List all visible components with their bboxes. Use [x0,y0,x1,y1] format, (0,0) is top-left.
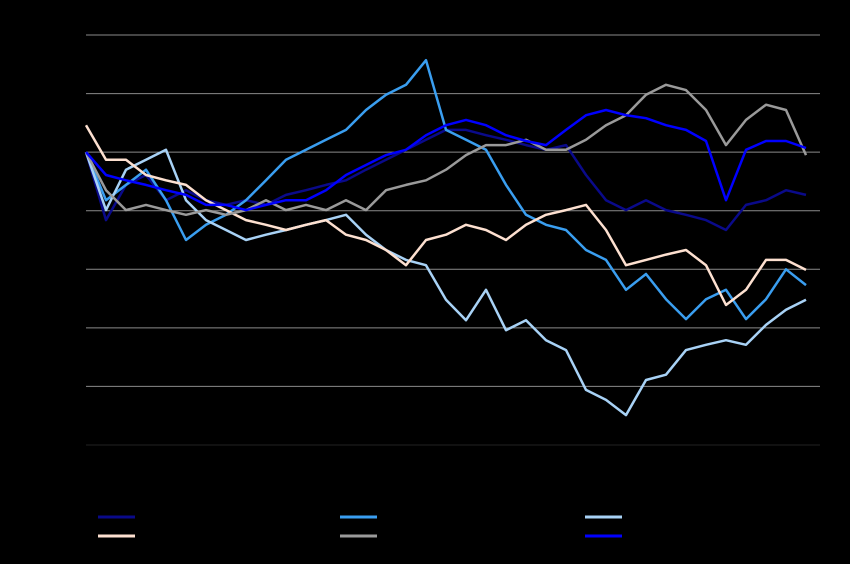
series-line [84,83,808,217]
series-line [84,58,807,321]
series-line [84,148,807,417]
series-line [85,108,807,212]
series-line [84,124,807,307]
